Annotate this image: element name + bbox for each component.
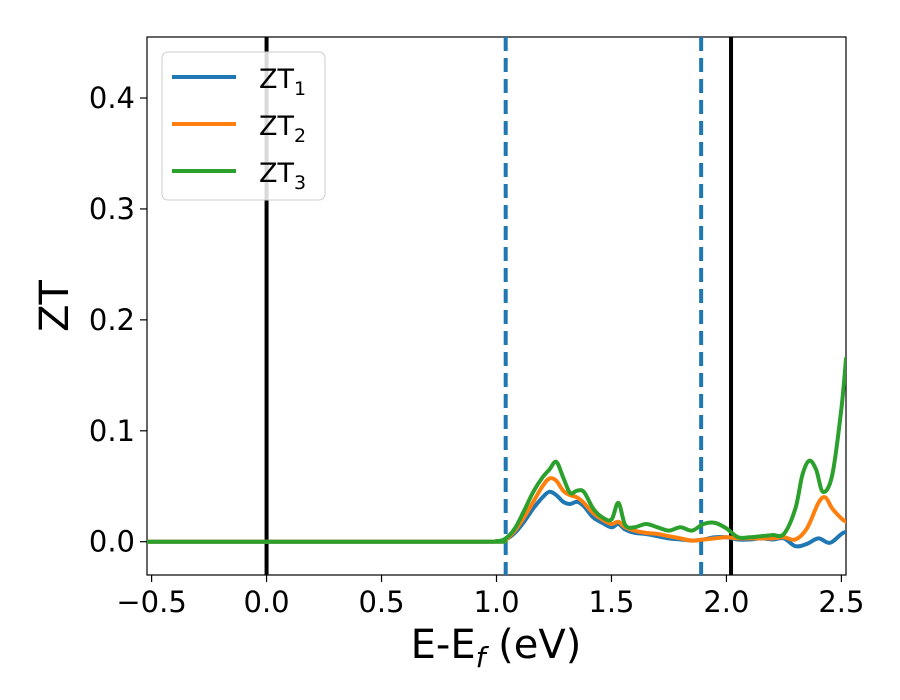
x-axis-label: E-Ef (eV) (411, 622, 582, 674)
x-tick-label: 0.0 (244, 585, 290, 619)
y-tick-label: 0.0 (89, 525, 135, 559)
legend-label-zt1-sub: 1 (294, 78, 306, 100)
legend-label-zt1: ZT1 (259, 64, 306, 100)
ticks-layer: −0.5 0.0 0.5 1.0 1.5 2.0 2.5 0.0 0.1 0.2 0.3 0.4 (89, 81, 865, 619)
legend-label-zt2: ZT2 (259, 111, 306, 147)
legend-label-zt3-sub: 3 (294, 172, 306, 194)
legend-box (161, 51, 326, 201)
legend-entry-zt2: ZT2 (172, 111, 306, 147)
y-tick-label: 0.2 (89, 303, 135, 337)
legend-label-zt2-sub: 2 (294, 125, 306, 147)
x-tick-label: 1.0 (473, 585, 519, 619)
y-tick-label: 0.1 (89, 414, 135, 448)
legend-entry-zt1: ZT1 (172, 64, 306, 100)
series-line-zt2 (147, 476, 846, 544)
y-tick-label: 0.3 (89, 192, 135, 226)
legend-label-zt3: ZT3 (259, 158, 306, 194)
x-axis-label-tail: (eV) (485, 622, 581, 668)
series-layer (147, 356, 846, 549)
x-tick-label: 2.0 (703, 585, 749, 619)
legend-label-zt1-main: ZT (259, 64, 294, 95)
y-axis-label: ZT (32, 280, 78, 332)
x-tick-label: 2.5 (818, 585, 864, 619)
legend: ZT1 ZT2 ZT3 (161, 51, 326, 201)
x-tick-label: 1.5 (588, 585, 634, 619)
legend-entry-zt3: ZT3 (172, 158, 306, 194)
legend-label-zt2-main: ZT (259, 111, 294, 142)
series-line-zt3 (147, 356, 846, 544)
legend-label-zt3-main: ZT (259, 158, 294, 189)
y-tick-label: 0.4 (89, 81, 135, 115)
x-tick-label: 0.5 (358, 585, 404, 619)
x-axis-label-main: E-E (411, 622, 476, 668)
x-tick-label: −0.5 (116, 585, 186, 619)
vertical-reference-lines (264, 37, 734, 575)
